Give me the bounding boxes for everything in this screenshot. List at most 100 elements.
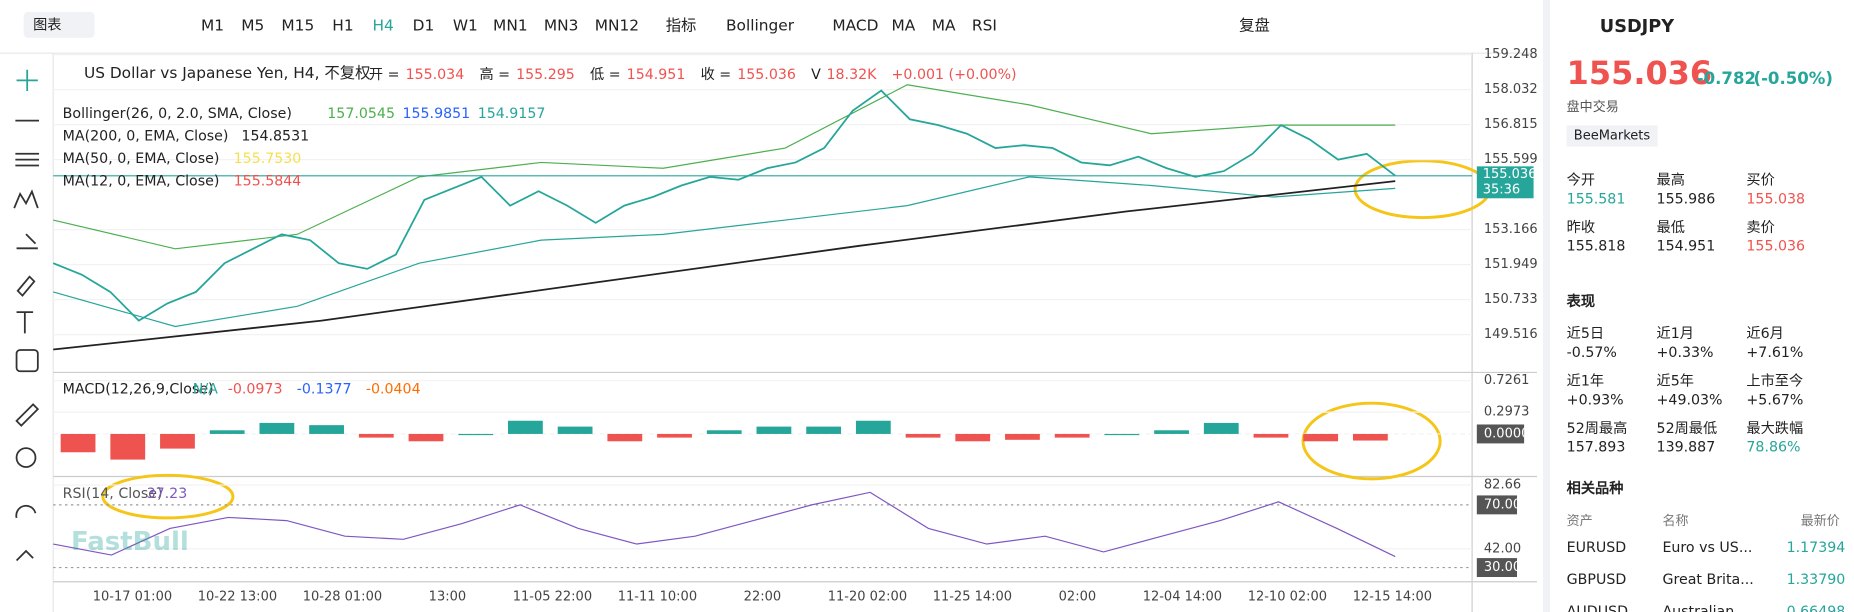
- macd-bar: [259, 422, 295, 434]
- price: 155.036: [1566, 55, 1713, 93]
- stat-label: 最高: [1656, 171, 1685, 189]
- magnet-tool[interactable]: [15, 504, 37, 519]
- price-tick-label: 155.599: [1484, 152, 1537, 167]
- symbol: USDJPY: [1599, 15, 1675, 37]
- ohlc-value: 155.034: [405, 66, 465, 83]
- time-label: 22:00: [744, 590, 781, 605]
- ohlc-value: 154.951: [626, 66, 686, 83]
- related-cell[interactable]: AUDUSD: [1566, 603, 1629, 612]
- ohlc-label: 开 =: [368, 66, 400, 83]
- chart-menu[interactable]: 图表: [23, 11, 95, 38]
- time-label: 10-17 01:00: [93, 590, 172, 605]
- timeframe-button[interactable]: W1: [452, 17, 478, 36]
- lock-tool[interactable]: [15, 549, 34, 562]
- replay-button[interactable]: 复盘: [1239, 17, 1270, 36]
- macd-bar: [855, 420, 891, 434]
- perf-label: 上市至今: [1746, 372, 1804, 390]
- indicator-button[interactable]: Bollinger: [725, 17, 795, 36]
- watermark: FastBull: [70, 527, 189, 557]
- time-label: 02:00: [1059, 590, 1096, 605]
- macd-bar: [1154, 430, 1189, 434]
- stat-label: 昨收: [1566, 218, 1596, 236]
- related-cell[interactable]: 0.66498: [1786, 603, 1846, 612]
- indicators-menu[interactable]: 指标: [665, 17, 697, 36]
- pattern-tool[interactable]: [13, 189, 39, 209]
- price-tick-label: 153.166: [1484, 222, 1537, 237]
- stat-label: 今开: [1566, 171, 1596, 189]
- timeframe-button[interactable]: H1: [332, 17, 354, 36]
- related-cell[interactable]: EURUSD: [1566, 539, 1627, 556]
- indicator-value: 154.9157: [477, 105, 546, 122]
- section-title: 表现: [1566, 293, 1596, 310]
- brush-tool[interactable]: [16, 275, 36, 297]
- rsi-tick-label: 70.00: [1484, 497, 1521, 512]
- macd-bar: [607, 433, 643, 442]
- related-cell[interactable]: Great Brita...: [1662, 571, 1754, 588]
- table-header: 最新价: [1800, 513, 1840, 529]
- perf-value: 157.893: [1566, 438, 1626, 456]
- section-title: 相关品种: [1566, 480, 1624, 497]
- timeframe-button[interactable]: MN3: [543, 17, 579, 36]
- text-tool[interactable]: [16, 311, 34, 334]
- ruler-tool[interactable]: [15, 403, 40, 427]
- perf-value: 139.887: [1656, 438, 1716, 456]
- macd-bar: [309, 425, 344, 434]
- macd-bar: [209, 430, 245, 434]
- timeframe-button[interactable]: MN12: [594, 17, 640, 36]
- stat-label: 卖价: [1746, 218, 1775, 236]
- market-status: 盘中交易: [1566, 99, 1619, 115]
- rsi-value: 37.23: [146, 484, 188, 502]
- timeframe-button[interactable]: M5: [241, 17, 265, 36]
- timeframe-button[interactable]: M1: [201, 17, 225, 36]
- rsi-line: [53, 491, 1396, 558]
- emoji-tool[interactable]: [15, 349, 39, 373]
- macd-bar: [60, 433, 96, 453]
- zero-box: [1476, 424, 1525, 444]
- perf-value: +0.93%: [1566, 391, 1624, 408]
- symbol-title: US Dollar vs Japanese Yen, H4, 不复权: [83, 65, 371, 83]
- projection-tool[interactable]: [16, 233, 38, 250]
- timeframe-button[interactable]: H4: [372, 17, 394, 36]
- fib-tool[interactable]: [15, 152, 40, 167]
- indicator-button[interactable]: RSI: [971, 17, 997, 36]
- related-cell[interactable]: 1.33790: [1786, 571, 1846, 588]
- indicator-name: Bollinger(26, 0, 2.0, SMA, Close): [62, 105, 292, 122]
- timeframe-button[interactable]: MN1: [493, 17, 528, 36]
- change: -0.782: [1696, 69, 1756, 89]
- indicator-button[interactable]: MA: [891, 17, 916, 36]
- price-tick-label: 158.032: [1484, 82, 1537, 97]
- annotation-circle: [101, 473, 235, 520]
- rsi-tick-label: 82.66: [1484, 478, 1521, 493]
- timeframe-button[interactable]: D1: [412, 17, 435, 36]
- macd-bar: [756, 426, 792, 434]
- time-label: 11-11 10:00: [618, 590, 697, 605]
- time-label: 12-15 14:00: [1353, 590, 1432, 605]
- stat-value: 155.036: [1746, 237, 1806, 255]
- stat-label: 最低: [1656, 218, 1685, 236]
- indicator-name: MA(50, 0, EMA, Close): [62, 150, 220, 167]
- macd-value: N/A: [192, 380, 218, 398]
- macd-bar: [657, 433, 692, 438]
- related-cell[interactable]: GBPUSD: [1566, 571, 1627, 588]
- macd-bar: [110, 433, 146, 460]
- related-cell[interactable]: 1.17394: [1786, 539, 1846, 556]
- rsi-tick-label: 42.00: [1484, 541, 1521, 556]
- change-pct: (-0.50%): [1753, 69, 1833, 89]
- related-cell[interactable]: Australian...: [1662, 603, 1748, 612]
- crosshair-tool[interactable]: [16, 69, 38, 92]
- zoom-tool[interactable]: [15, 447, 37, 468]
- indicator-button[interactable]: MACD: [832, 17, 879, 36]
- indicator-value: 155.9851: [402, 105, 471, 122]
- macd-bar: [557, 426, 593, 434]
- stat-value: 155.581: [1566, 190, 1626, 207]
- macd-bar: [706, 430, 742, 434]
- change-value: +0.001 (+0.00%): [891, 66, 1017, 83]
- macd-bar: [955, 433, 991, 442]
- price-tick-label: 149.516: [1484, 327, 1537, 342]
- timeframe-button[interactable]: M15: [281, 17, 315, 36]
- related-cell[interactable]: Euro vs US...: [1662, 539, 1753, 556]
- ohlc-label: 收 =: [700, 66, 732, 83]
- perf-label: 近1年: [1566, 372, 1605, 390]
- indicator-button[interactable]: MA: [931, 17, 956, 36]
- broker-tag: BeeMarkets: [1566, 125, 1658, 147]
